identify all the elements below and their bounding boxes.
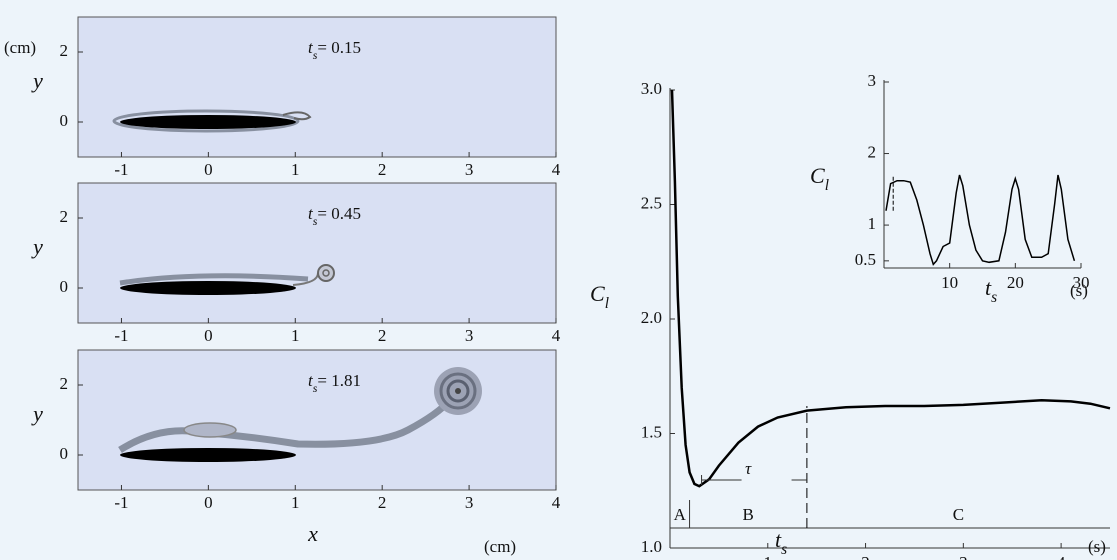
x-tick-label: 1: [291, 160, 300, 179]
y-tick-label: 1.5: [641, 422, 662, 441]
y-tick-label: 2: [60, 207, 69, 226]
text-part: s: [781, 541, 787, 558]
x-tick-label: 2: [378, 326, 387, 345]
line-series: [885, 174, 1076, 266]
x-axis-label: x: [307, 521, 318, 546]
text-part: l: [605, 295, 609, 312]
text-part: t: [308, 371, 314, 390]
phase-label: C: [953, 505, 964, 524]
x-tick-label: -1: [114, 160, 128, 179]
x-tick-label: 10: [941, 273, 958, 292]
y-axis-label: Cl: [810, 163, 829, 194]
text-part: C: [810, 163, 825, 188]
y-tick-label: 0: [60, 111, 69, 130]
text-part: s: [313, 214, 318, 228]
x-tick-label: 4: [1057, 553, 1066, 560]
y-axis-label: y: [31, 234, 43, 259]
x-tick-label: 20: [1007, 273, 1024, 292]
text-part: C: [590, 281, 605, 306]
x-tick-label: 3: [465, 326, 474, 345]
y-tick-label: 0: [60, 444, 69, 463]
x-axis-unit: (cm): [484, 537, 516, 556]
x-axis-label: ts: [775, 527, 787, 558]
x-tick-label: 1: [764, 553, 773, 560]
x-tick-label: 4: [552, 160, 561, 179]
x-tick-label: 3: [959, 553, 968, 560]
panel-label: ts= 1.81: [308, 371, 361, 395]
text-part: s: [313, 48, 318, 62]
y-tick-label: 2: [60, 41, 69, 60]
text-part: t: [308, 38, 314, 57]
tau-label: τ: [745, 459, 752, 478]
y-tick-label: 3.0: [641, 79, 662, 98]
text-part: = 0.45: [317, 204, 361, 223]
phase-label: B: [743, 505, 754, 524]
x-axis-unit: (s): [1070, 281, 1088, 300]
y-tick-label: 0.5: [855, 250, 876, 269]
y-tick-label: 0: [60, 277, 69, 296]
panel: [77, 182, 557, 324]
x-tick-label: 0: [204, 326, 213, 345]
x-tick-label: 4: [552, 493, 561, 512]
y-axis-label: Cl: [590, 281, 609, 312]
text-part: s: [991, 289, 997, 306]
y-axis-label: y: [31, 401, 43, 426]
x-tick-label: -1: [114, 493, 128, 512]
y-tick-label: 3: [868, 71, 877, 90]
panel: [77, 349, 557, 491]
x-tick-label: 2: [378, 160, 387, 179]
y-axis-label: y: [31, 68, 43, 93]
x-axis-label: ts: [985, 275, 997, 306]
vortex-shape: [112, 109, 312, 133]
x-tick-label: 30: [1073, 273, 1090, 292]
text-part: l: [825, 177, 829, 194]
panel: [77, 16, 557, 158]
x-tick-label: 4: [552, 326, 561, 345]
x-tick-label: 0: [204, 160, 213, 179]
x-tick-label: 0: [204, 493, 213, 512]
text-part: = 1.81: [317, 371, 361, 390]
text-part: t: [775, 527, 782, 552]
panel-label: ts= 0.15: [308, 38, 361, 62]
vortex-shape: [119, 264, 335, 295]
text-part: t: [308, 204, 314, 223]
x-axis-unit: (s): [1088, 537, 1106, 556]
y-tick-label: 2.5: [641, 193, 662, 212]
y-tick-label: 1.0: [641, 537, 662, 556]
text-part: t: [985, 275, 992, 300]
x-tick-label: -1: [114, 326, 128, 345]
x-tick-label: 3: [465, 493, 474, 512]
line-series: [670, 89, 1111, 488]
vortex-shape: [118, 367, 482, 462]
y-tick-label: 2: [868, 142, 877, 161]
text-part: = 0.15: [317, 38, 361, 57]
y-axis-unit: (cm): [4, 38, 36, 57]
panel-label: ts= 0.45: [308, 204, 361, 228]
x-tick-label: 1: [291, 326, 300, 345]
x-tick-label: 3: [465, 160, 474, 179]
x-tick-label: 2: [378, 493, 387, 512]
x-tick-label: 1: [291, 493, 300, 512]
y-tick-label: 1: [868, 214, 877, 233]
y-tick-label: 2.0: [641, 308, 662, 327]
phase-label: A: [674, 505, 687, 524]
text-part: s: [313, 381, 318, 395]
x-tick-label: 2: [861, 553, 870, 560]
y-tick-label: 2: [60, 374, 69, 393]
